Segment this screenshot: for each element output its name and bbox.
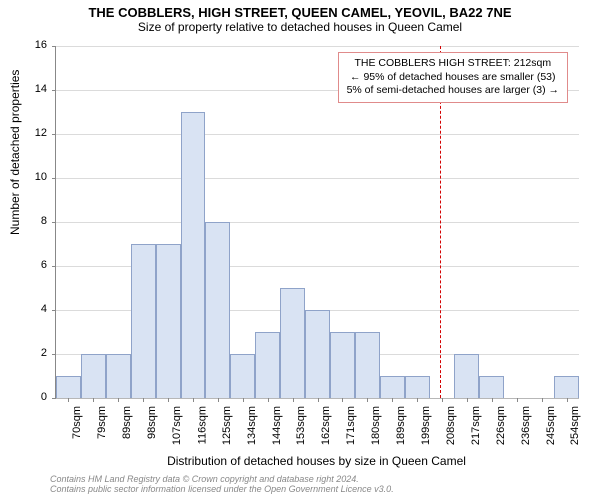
x-tick-label: 134sqm bbox=[246, 406, 258, 445]
footer-line: Contains HM Land Registry data © Crown c… bbox=[50, 474, 394, 484]
x-tick bbox=[68, 398, 69, 402]
x-tick bbox=[392, 398, 393, 402]
y-tick-label: 8 bbox=[0, 215, 47, 227]
y-tick bbox=[52, 222, 56, 223]
x-tick-label: 254sqm bbox=[570, 406, 582, 445]
x-tick-label: 98sqm bbox=[146, 406, 158, 439]
y-tick bbox=[52, 310, 56, 311]
histogram-bar bbox=[355, 332, 380, 398]
chart-container: THE COBBLERS, HIGH STREET, QUEEN CAMEL, … bbox=[0, 0, 600, 500]
footer-line: Contains public sector information licen… bbox=[50, 484, 394, 494]
x-tick bbox=[243, 398, 244, 402]
y-tick bbox=[52, 178, 56, 179]
x-tick bbox=[93, 398, 94, 402]
grid-line bbox=[56, 178, 579, 179]
histogram-bar bbox=[106, 354, 131, 398]
x-tick-label: 189sqm bbox=[395, 406, 407, 445]
x-tick-label: 116sqm bbox=[196, 406, 208, 444]
histogram-bar bbox=[156, 244, 181, 398]
y-tick bbox=[52, 266, 56, 267]
x-tick bbox=[268, 398, 269, 402]
histogram-bar bbox=[380, 376, 405, 398]
histogram-bar bbox=[81, 354, 106, 398]
x-tick bbox=[218, 398, 219, 402]
histogram-bar bbox=[305, 310, 330, 398]
y-tick-label: 6 bbox=[0, 259, 47, 271]
histogram-bar bbox=[405, 376, 430, 398]
info-box-line: 5% of semi-detached houses are larger (3… bbox=[347, 84, 559, 98]
x-tick bbox=[293, 398, 294, 402]
x-tick-label: 208sqm bbox=[445, 406, 457, 445]
x-tick-label: 245sqm bbox=[545, 406, 557, 445]
info-box-line: THE COBBLERS HIGH STREET: 212sqm bbox=[347, 57, 559, 71]
y-tick-label: 16 bbox=[0, 39, 47, 51]
x-tick bbox=[567, 398, 568, 402]
x-tick bbox=[143, 398, 144, 402]
x-tick bbox=[367, 398, 368, 402]
x-tick bbox=[542, 398, 543, 402]
x-tick-label: 89sqm bbox=[121, 406, 133, 439]
x-tick bbox=[193, 398, 194, 402]
x-tick bbox=[318, 398, 319, 402]
x-tick bbox=[442, 398, 443, 402]
histogram-bar bbox=[56, 376, 81, 398]
y-tick bbox=[52, 354, 56, 355]
x-tick-label: 125sqm bbox=[221, 406, 233, 445]
histogram-bar bbox=[181, 112, 206, 398]
x-tick bbox=[417, 398, 418, 402]
chart-title-main: THE COBBLERS, HIGH STREET, QUEEN CAMEL, … bbox=[0, 0, 600, 20]
x-tick bbox=[342, 398, 343, 402]
x-tick bbox=[467, 398, 468, 402]
histogram-bar bbox=[280, 288, 305, 398]
x-tick bbox=[168, 398, 169, 402]
x-tick-label: 180sqm bbox=[370, 406, 382, 445]
x-tick-label: 107sqm bbox=[171, 406, 183, 445]
y-tick-label: 4 bbox=[0, 303, 47, 315]
x-tick bbox=[517, 398, 518, 402]
y-tick-label: 10 bbox=[0, 171, 47, 183]
info-box: THE COBBLERS HIGH STREET: 212sqm← 95% of… bbox=[338, 52, 568, 103]
grid-line bbox=[56, 134, 579, 135]
x-tick-label: 236sqm bbox=[520, 406, 532, 445]
chart-footer: Contains HM Land Registry data © Crown c… bbox=[50, 474, 394, 494]
y-tick bbox=[52, 134, 56, 135]
histogram-bar bbox=[479, 376, 504, 398]
x-tick-label: 217sqm bbox=[470, 406, 482, 445]
x-tick-label: 171sqm bbox=[345, 406, 357, 445]
y-tick-label: 14 bbox=[0, 83, 47, 95]
x-tick-label: 79sqm bbox=[96, 406, 108, 439]
x-tick-label: 144sqm bbox=[271, 406, 283, 445]
histogram-bar bbox=[230, 354, 255, 398]
histogram-bar bbox=[454, 354, 479, 398]
y-tick-label: 0 bbox=[0, 391, 47, 403]
histogram-bar bbox=[330, 332, 355, 398]
x-tick-label: 226sqm bbox=[495, 406, 507, 445]
x-tick bbox=[118, 398, 119, 402]
histogram-bar bbox=[131, 244, 156, 398]
y-tick bbox=[52, 90, 56, 91]
histogram-bar bbox=[205, 222, 230, 398]
x-axis-label: Distribution of detached houses by size … bbox=[55, 454, 578, 468]
x-tick-label: 162sqm bbox=[321, 406, 333, 445]
grid-line bbox=[56, 222, 579, 223]
y-tick bbox=[52, 398, 56, 399]
y-tick bbox=[52, 46, 56, 47]
histogram-bar bbox=[255, 332, 280, 398]
y-tick-label: 2 bbox=[0, 347, 47, 359]
x-tick-label: 153sqm bbox=[296, 406, 308, 445]
x-tick-label: 70sqm bbox=[71, 406, 83, 439]
chart-title-sub: Size of property relative to detached ho… bbox=[0, 20, 600, 34]
histogram-bar bbox=[554, 376, 579, 398]
x-tick bbox=[492, 398, 493, 402]
x-tick-label: 199sqm bbox=[420, 406, 432, 445]
y-tick-label: 12 bbox=[0, 127, 47, 139]
grid-line bbox=[56, 46, 579, 47]
info-box-line: ← 95% of detached houses are smaller (53… bbox=[347, 71, 559, 85]
